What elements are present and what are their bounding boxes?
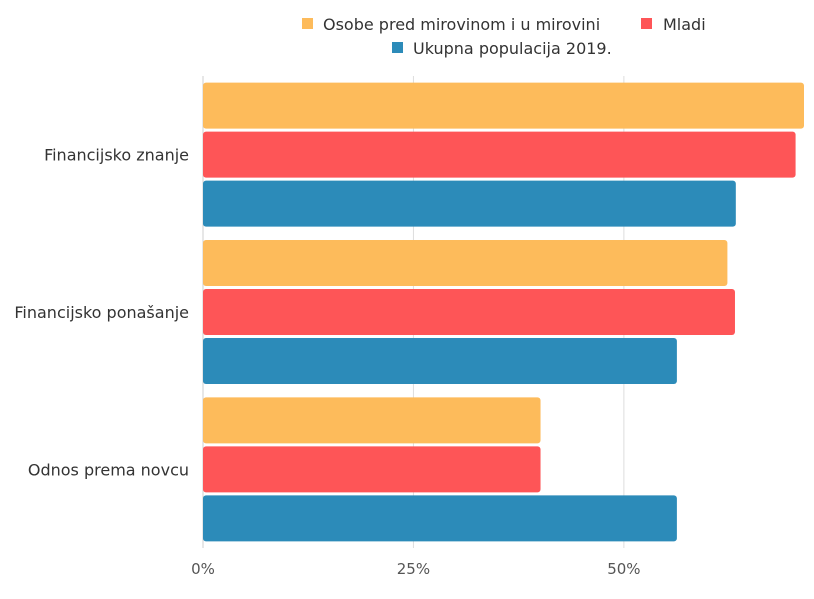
category-label: Financijsko ponašanje xyxy=(14,303,189,322)
bar xyxy=(203,240,728,286)
bar xyxy=(203,495,677,542)
legend-label-osobe: Osobe pred mirovinom i u mirovini xyxy=(323,15,600,34)
legend-label-mladi: Mladi xyxy=(663,15,706,34)
category-label: Financijsko znanje xyxy=(44,146,189,165)
x-tick-label: 25% xyxy=(397,560,430,578)
bar xyxy=(203,131,796,178)
bar xyxy=(203,180,736,227)
bars xyxy=(203,82,804,542)
legend-swatch-osobe xyxy=(302,18,313,29)
x-tick-label: 50% xyxy=(607,560,640,578)
bar xyxy=(203,397,541,444)
legend-swatch-ukupna xyxy=(392,42,403,53)
legend: Osobe pred mirovinom i u mirovini Mladi … xyxy=(302,15,706,58)
bar xyxy=(203,338,677,384)
legend-swatch-mladi xyxy=(641,18,652,29)
category-label: Odnos prema novcu xyxy=(28,460,189,479)
bar xyxy=(203,289,735,335)
x-axis-ticks: 0% 25% 50% xyxy=(191,560,640,578)
category-labels: Financijsko znanje Financijsko ponašanje O… xyxy=(14,146,189,480)
bar xyxy=(203,446,541,493)
legend-label-ukupna: Ukupna populacija 2019. xyxy=(413,39,612,58)
bar xyxy=(203,82,804,129)
x-tick-label: 0% xyxy=(191,560,215,578)
